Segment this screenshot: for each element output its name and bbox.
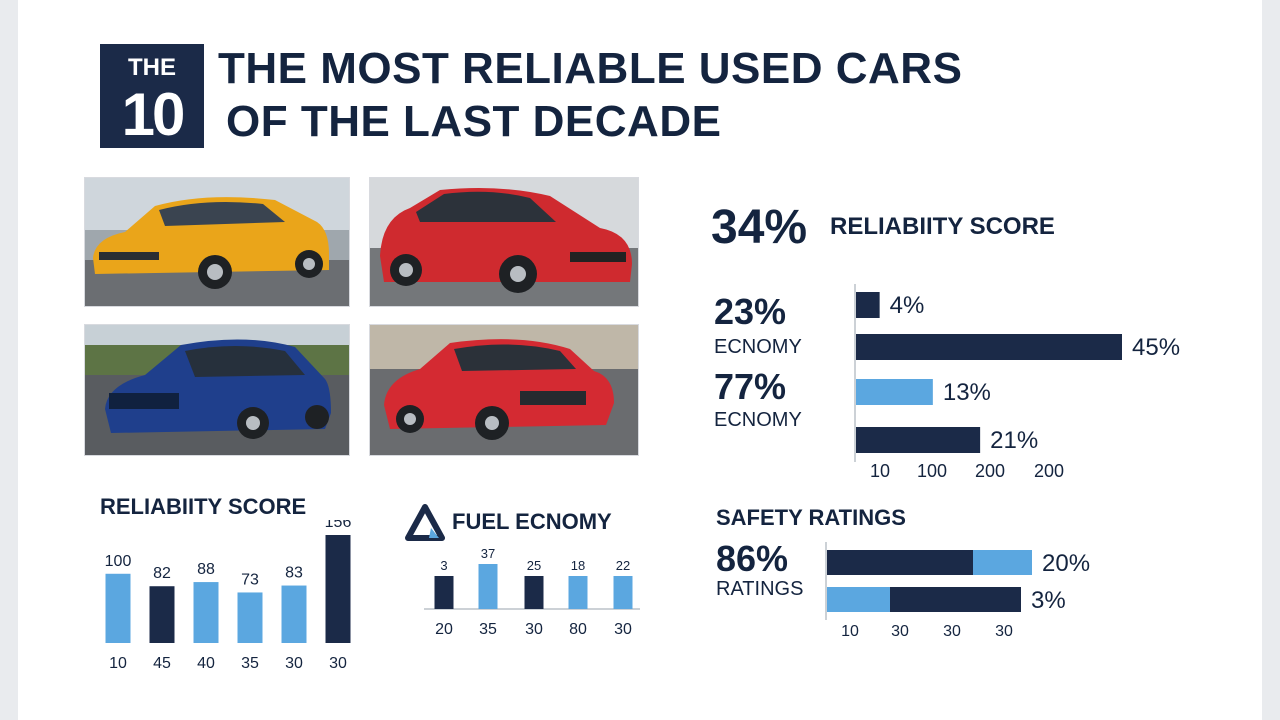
rel-value-1: 82 <box>153 565 171 582</box>
safety-stat-value: 86% <box>716 538 789 579</box>
car-photo-red-hatchback <box>369 177 639 307</box>
fuel-category-2: 30 <box>525 621 543 638</box>
rel-bar-2 <box>193 582 219 643</box>
hbar-label-0: 4% <box>890 292 925 319</box>
hbar-bar-1 <box>856 334 1122 360</box>
hbar-tick-0: 10 <box>870 461 890 481</box>
car-photo-red-sedan <box>369 324 639 456</box>
badge-number: 10 <box>121 81 186 148</box>
fuel-bar-2 <box>524 576 544 609</box>
safety-bar-0-seg-0 <box>827 550 973 575</box>
hbar-tick-3: 200 <box>1034 461 1064 481</box>
safety-bar-0-seg-1 <box>973 550 1032 575</box>
rel-bar-0 <box>105 573 131 643</box>
fuel-bar-3 <box>568 576 588 609</box>
hbar-label-3: 21% <box>990 427 1038 454</box>
safety-title: SAFETY RATINGS <box>716 505 906 530</box>
safety-stacked-bar-chart: 20% 3% 10 30 30 30 <box>825 542 1090 640</box>
page-title-line2: OF THE LAST DECADE <box>226 97 722 146</box>
hbar-bar-3 <box>856 427 981 453</box>
stat-2-value: 77% <box>714 366 787 407</box>
safety-label-0: 20% <box>1042 550 1090 577</box>
car-red-hatchback-icon <box>380 188 632 293</box>
stat-1-label: ECNOMY <box>714 336 802 358</box>
car-blue-icon <box>105 339 331 439</box>
safety-label-1: 3% <box>1031 587 1066 614</box>
fuel-chart-title: FUEL ECNOMY <box>452 509 612 534</box>
fuel-value-3: 18 <box>571 558 585 573</box>
hbar-tick-1: 100 <box>917 461 947 481</box>
fuel-category-1: 35 <box>479 621 497 638</box>
car-photo-yellow <box>84 177 350 307</box>
safety-bar-1-seg-0 <box>827 587 890 612</box>
fuel-bar-1 <box>478 564 498 609</box>
rel-bar-3 <box>237 592 263 643</box>
safety-tick-2: 30 <box>943 623 961 640</box>
stat-2-label: ECNOMY <box>714 409 802 431</box>
main-stat-value: 34% <box>711 201 808 254</box>
rel-category-3: 35 <box>241 655 259 672</box>
rel-value-4: 83 <box>285 565 303 582</box>
reliability-bar-chart: 100 10 82 45 88 40 73 35 83 30 156 30 <box>105 520 352 672</box>
rel-value-2: 88 <box>197 561 215 578</box>
safety-stat-label: RATINGS <box>716 578 804 600</box>
car-photo-blue <box>84 324 350 456</box>
fuel-bar-0 <box>434 576 454 609</box>
rel-value-5: 156 <box>325 520 352 531</box>
fuel-category-3: 80 <box>569 621 587 638</box>
main-stat-label: RELIABIITY SCORE <box>830 213 1055 240</box>
safety-tick-1: 30 <box>891 623 909 640</box>
fuel-value-0: 3 <box>440 558 447 573</box>
title-badge: THE 10 <box>100 44 204 148</box>
fuel-value-1: 37 <box>481 546 495 561</box>
rel-bar-4 <box>281 585 307 643</box>
rel-category-5: 30 <box>329 655 347 672</box>
hbar-label-2: 13% <box>943 379 991 406</box>
triangle-logo-icon <box>405 504 445 541</box>
rel-bar-1 <box>149 586 175 643</box>
rel-category-1: 45 <box>153 655 171 672</box>
rel-category-4: 30 <box>285 655 303 672</box>
stat-1-value: 23% <box>714 291 787 332</box>
page-title-line1: THE MOST RELIABLE USED CARS <box>218 44 963 93</box>
fuel-category-4: 30 <box>614 621 632 638</box>
hbar-label-1: 45% <box>1132 334 1180 361</box>
car-yellow-icon <box>93 197 329 289</box>
fuel-bar-4 <box>613 576 633 609</box>
fuel-value-2: 25 <box>527 558 541 573</box>
rel-value-0: 100 <box>105 553 132 570</box>
safety-bar-1-seg-1 <box>890 587 1021 612</box>
horizontal-bar-chart: 4% 45% 13% 21% 10 100 200 200 <box>854 284 1180 481</box>
safety-tick-3: 30 <box>995 623 1013 640</box>
fuel-category-0: 20 <box>435 621 453 638</box>
badge-top-text: THE <box>128 54 176 81</box>
safety-tick-0: 10 <box>841 623 859 640</box>
rel-bar-5 <box>325 535 351 643</box>
reliability-chart-title: RELIABIITY SCORE <box>100 494 307 519</box>
rel-category-2: 40 <box>197 655 215 672</box>
hbar-bar-0 <box>856 292 880 318</box>
rel-value-3: 73 <box>241 571 259 588</box>
fuel-bar-chart: 3 20 37 35 25 30 18 80 22 30 <box>424 546 640 638</box>
hbar-bar-2 <box>856 379 933 405</box>
hbar-tick-2: 200 <box>975 461 1005 481</box>
fuel-value-4: 22 <box>616 558 630 573</box>
rel-category-0: 10 <box>109 655 127 672</box>
car-red-sedan-icon <box>384 339 614 440</box>
